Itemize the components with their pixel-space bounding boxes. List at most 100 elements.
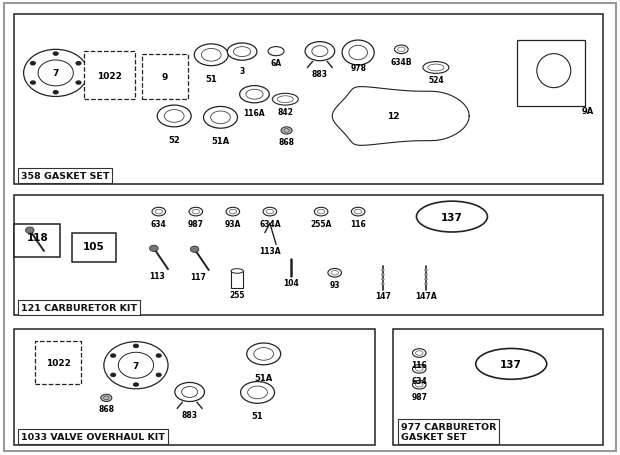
Ellipse shape [231, 269, 243, 273]
Bar [516, 41, 585, 106]
Ellipse shape [152, 208, 166, 217]
Ellipse shape [352, 208, 365, 217]
Ellipse shape [228, 44, 257, 61]
Bar [14, 196, 603, 316]
Bar [35, 342, 81, 384]
Circle shape [381, 278, 384, 281]
Text: 634B: 634B [391, 57, 412, 66]
Circle shape [424, 278, 428, 281]
Text: 987: 987 [188, 219, 204, 228]
Text: 147A: 147A [415, 292, 437, 301]
Circle shape [381, 283, 384, 285]
Ellipse shape [203, 107, 237, 129]
Circle shape [381, 273, 384, 276]
Ellipse shape [328, 269, 342, 278]
Circle shape [110, 354, 116, 358]
Circle shape [149, 246, 158, 252]
Ellipse shape [305, 42, 335, 61]
Bar [14, 15, 603, 185]
Text: 868: 868 [278, 137, 294, 147]
Ellipse shape [101, 394, 112, 402]
Text: 868: 868 [99, 404, 114, 413]
Text: 255: 255 [229, 291, 245, 300]
Ellipse shape [417, 202, 487, 233]
Text: 147: 147 [375, 292, 391, 301]
Text: 51A: 51A [211, 137, 229, 146]
Text: 6A: 6A [270, 59, 281, 68]
Circle shape [76, 81, 82, 86]
Ellipse shape [268, 47, 284, 56]
Ellipse shape [281, 127, 292, 135]
Text: 634: 634 [412, 376, 427, 385]
Text: 1022: 1022 [97, 71, 122, 81]
Text: 3: 3 [239, 66, 245, 76]
Ellipse shape [412, 380, 426, 389]
Text: 1022: 1022 [46, 359, 71, 368]
Circle shape [424, 269, 428, 272]
Text: 255A: 255A [311, 219, 332, 228]
Circle shape [25, 228, 34, 234]
Text: 52: 52 [169, 136, 180, 145]
Text: 116A: 116A [244, 109, 265, 118]
Text: 116: 116 [412, 360, 427, 369]
Circle shape [381, 269, 384, 272]
Ellipse shape [247, 343, 281, 365]
Text: eReplacementparts.com: eReplacementparts.com [225, 221, 395, 234]
Text: 51: 51 [205, 75, 217, 84]
Text: 121 CARBURETOR KIT: 121 CARBURETOR KIT [21, 303, 137, 312]
Text: 1033 VALVE OVERHAUL KIT: 1033 VALVE OVERHAUL KIT [21, 432, 165, 441]
Ellipse shape [476, 349, 547, 379]
Ellipse shape [157, 106, 191, 127]
Ellipse shape [241, 382, 275, 404]
Text: 93A: 93A [224, 219, 241, 228]
Ellipse shape [412, 349, 426, 358]
Circle shape [30, 62, 36, 66]
Text: 634: 634 [151, 219, 167, 228]
Ellipse shape [240, 86, 269, 104]
Text: 51: 51 [252, 412, 264, 420]
Text: 524: 524 [428, 76, 444, 85]
Text: 137: 137 [441, 212, 463, 222]
Text: 842: 842 [277, 108, 293, 116]
Text: 118: 118 [26, 233, 48, 243]
Text: 116: 116 [350, 219, 366, 228]
Circle shape [133, 344, 139, 349]
Circle shape [24, 50, 88, 97]
Ellipse shape [412, 365, 426, 374]
Text: 883: 883 [182, 410, 198, 419]
Circle shape [424, 283, 428, 285]
Circle shape [190, 247, 199, 253]
Bar [14, 225, 60, 258]
Circle shape [110, 373, 116, 377]
Text: 117: 117 [190, 272, 206, 281]
Text: 113A: 113A [259, 247, 281, 255]
Bar [84, 52, 135, 100]
Text: 9A: 9A [582, 106, 594, 115]
Bar [14, 329, 375, 445]
Text: 7: 7 [53, 69, 59, 78]
Text: 7: 7 [133, 361, 139, 370]
Ellipse shape [189, 208, 203, 217]
Circle shape [53, 91, 59, 95]
Text: 51A: 51A [255, 373, 273, 382]
Circle shape [104, 342, 168, 389]
Circle shape [156, 373, 162, 377]
Text: 113: 113 [149, 271, 165, 280]
Ellipse shape [263, 208, 277, 217]
Bar [73, 233, 115, 263]
Text: 978: 978 [350, 64, 366, 73]
Text: 977 CARBURETOR
GASKET SET: 977 CARBURETOR GASKET SET [401, 422, 496, 441]
Ellipse shape [272, 94, 298, 106]
Ellipse shape [394, 46, 408, 55]
Ellipse shape [175, 383, 205, 402]
Circle shape [53, 52, 59, 57]
Text: 12: 12 [387, 112, 399, 121]
Text: 358 GASKET SET: 358 GASKET SET [21, 172, 110, 181]
Circle shape [424, 273, 428, 276]
Ellipse shape [194, 45, 228, 66]
Bar [231, 271, 243, 288]
Text: 987: 987 [411, 392, 427, 401]
Text: 105: 105 [83, 241, 105, 251]
Bar [393, 329, 603, 445]
Circle shape [76, 62, 82, 66]
